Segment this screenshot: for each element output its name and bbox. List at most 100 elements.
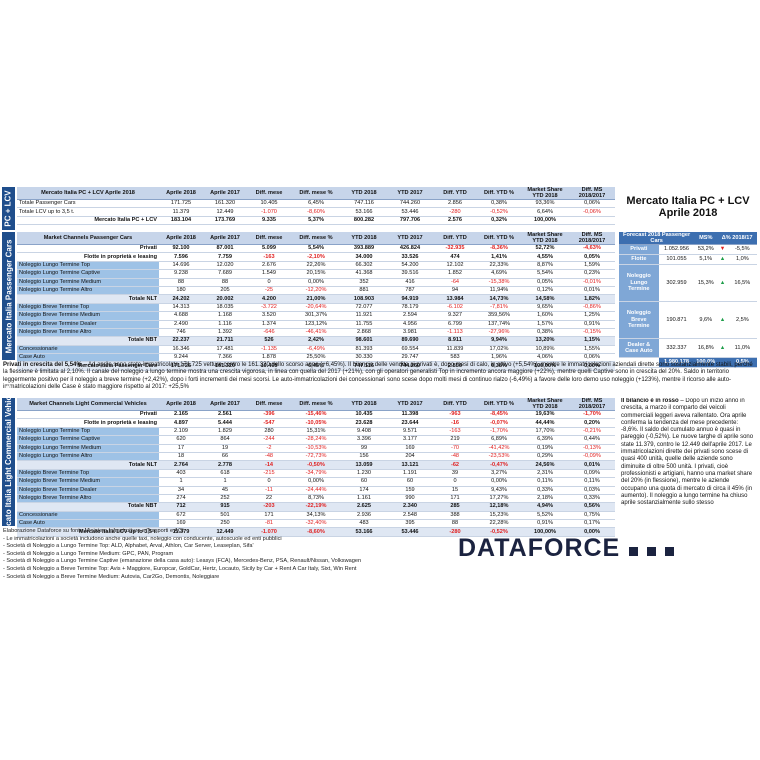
cell-value: 11.379 (159, 527, 203, 537)
column-header: Aprile 2017 (203, 232, 247, 245)
cell-value: 403 (159, 469, 203, 479)
cell-value: 501 (203, 511, 247, 521)
cell-value: 171.725 (159, 199, 203, 209)
cell-value: 161.320 (203, 199, 247, 209)
cell-value: 1 (159, 477, 203, 487)
cell-value: -396 (247, 410, 291, 420)
cell-value: -23,53% (477, 452, 521, 462)
cell-value: -280 (433, 527, 477, 537)
pc-lcv-summary-table: Mercato Italia PC + LCV Aprile 2018 April… (17, 187, 615, 226)
cell-value: 66 (203, 452, 247, 462)
cell-value: 416 (387, 278, 433, 287)
cell-value: 24,56% (521, 460, 569, 470)
cell-value: 1,82% (569, 294, 615, 304)
cell-value: 8.911 (433, 336, 477, 346)
cell-value: 1,41% (477, 252, 521, 262)
cell-value: 2,18% (521, 494, 569, 504)
cell-value: 2.676 (247, 261, 291, 271)
cell-value: 2.340 (387, 502, 433, 512)
cell-value: -7,81% (477, 303, 521, 313)
cell-value: 3,27% (477, 469, 521, 479)
column-header: Aprile 2018 (159, 232, 203, 245)
cell-value: -32,40% (291, 519, 341, 529)
cell-value: 29.747 (387, 353, 433, 363)
forecast-row: Privati 1.052.956 53,2% ▼ -5,5% (619, 244, 757, 255)
cell-value: 219 (433, 435, 477, 445)
cell-value: 19,63% (521, 410, 569, 420)
row-label: Mercato Italia PC + LCV (17, 216, 159, 226)
column-header: Diff. MS 2018/2017 (569, 187, 615, 200)
forecast-market-share: 15,3% (694, 264, 718, 302)
cell-value: 746 (159, 328, 203, 338)
cell-value: -15,46% (291, 410, 341, 420)
cell-value: 2.109 (159, 427, 203, 437)
cell-value: -1.070 (247, 527, 291, 537)
forecast-value: 190.871 (658, 301, 695, 339)
column-header: Market Share YTD 2018 (521, 187, 569, 200)
table-row: Noleggio Lungo Termine Top 14.696 12.020 2.… (17, 261, 615, 271)
column-header: Market Share YTD 2018 (521, 398, 569, 411)
row-label: Concessionarie (17, 511, 159, 521)
cell-value: 41.368 (341, 269, 387, 279)
cell-value: -4,63% (569, 244, 615, 254)
cell-value: 17,02% (477, 345, 521, 355)
cell-value: 169 (159, 519, 203, 529)
page-title: Mercato Italia PC + LCV Aprile 2018 (626, 195, 750, 219)
cell-value: 12.020 (203, 261, 247, 271)
table-row: Concessionarie 16.346 17.481 -1.135 -6,49% 81… (17, 345, 615, 355)
table-row: Noleggio Lungo Termine Top 2.109 1.829 280 1… (17, 427, 615, 437)
cell-value: -0,06% (569, 207, 615, 217)
table-row: Noleggio Breve Termine Top 14.313 18.035 -3… (17, 303, 615, 313)
row-label: Noleggio Breve Termine Altro (17, 328, 159, 338)
forecast-table: Forecast 2018 Passenger Cars MS% Δ% 2018/1… (619, 232, 757, 368)
row-label: Noleggio Breve Termine Dealer (17, 486, 159, 495)
cell-value: 7.759 (203, 252, 247, 262)
footnote-line: Elaborazione Dataforce su fonte Minister… (3, 528, 184, 534)
cell-value: 100,00% (521, 527, 569, 537)
cell-value: 1.852 (433, 269, 477, 279)
cell-value: 5,54% (291, 244, 341, 254)
table-header-row: Market Channels Passenger Cars Aprile 201… (17, 232, 615, 245)
row-label: Noleggio Lungo Termine Top (17, 261, 159, 271)
cell-value: -8,36% (477, 244, 521, 254)
cell-value: 426.824 (387, 244, 433, 254)
row-label: Noleggio Lungo Termine Altro (17, 452, 159, 462)
cell-value: 0,05% (569, 252, 615, 262)
cell-value: 12,18% (477, 502, 521, 512)
cell-value: 88 (433, 519, 477, 529)
column-header: YTD 2017 (387, 232, 433, 245)
cell-value: 0 (433, 477, 477, 487)
cell-value: -10,05% (291, 418, 341, 428)
cell-value: -244 (247, 435, 291, 445)
cell-value: 4.897 (159, 418, 203, 428)
cell-value: 15 (433, 486, 477, 495)
column-header: Diff. mese (247, 232, 291, 245)
cell-value: 352 (341, 278, 387, 287)
cell-value: 250 (203, 519, 247, 529)
forecast-value: 101.055 (658, 254, 695, 265)
cell-value: 0,12% (521, 286, 569, 296)
cell-value: 169 (387, 444, 433, 453)
cell-value: 34 (159, 486, 203, 495)
table-row: Noleggio Breve Termine Medium 4.688 1.168 3… (17, 311, 615, 321)
cell-value: 12.449 (203, 207, 247, 217)
cell-value: 2.856 (433, 199, 477, 209)
cell-value: 13,20% (521, 336, 569, 346)
cell-value: 1.161 (341, 494, 387, 504)
cell-value: 2,31% (521, 469, 569, 479)
cell-value: 2.594 (387, 311, 433, 321)
footnote-line: - Società di Noleggio a Lungo Termine To… (3, 543, 254, 550)
cell-value: 1,15% (569, 336, 615, 346)
cell-value: 0,11% (569, 477, 615, 487)
cell-value: -203 (247, 502, 291, 512)
cell-value (569, 216, 615, 226)
cell-value: 1.374 (247, 320, 291, 329)
cell-value: -64 (433, 278, 477, 287)
cell-value: 180 (159, 286, 203, 296)
forecast-row: Flotte 101.055 5,1% ▲ 1,0% (619, 254, 757, 265)
cell-value: 100,00% (521, 216, 569, 226)
cell-value: 156 (341, 452, 387, 462)
cell-value: -163 (433, 427, 477, 437)
cell-value: 60 (341, 477, 387, 487)
cell-value: -46,41% (291, 328, 341, 338)
